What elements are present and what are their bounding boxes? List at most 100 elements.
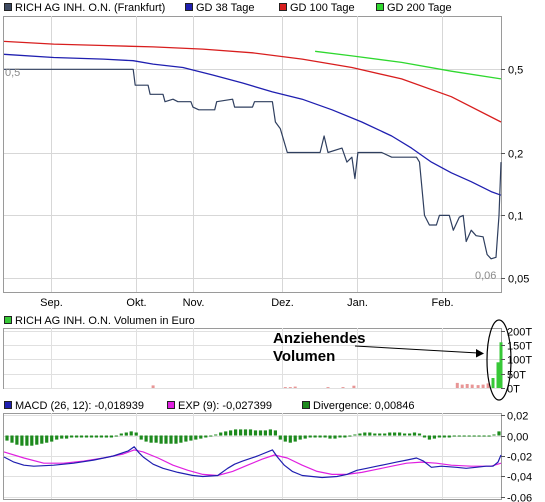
divergence-bar — [318, 435, 322, 438]
x-axis-month-label: Sep. — [40, 297, 63, 309]
divergence-bar — [189, 435, 193, 441]
macd-lines — [3, 446, 502, 479]
volume-bar — [293, 386, 297, 388]
divergence-bar — [328, 435, 332, 439]
gd200-legend-swatch — [376, 3, 384, 11]
divergence-bar — [15, 435, 19, 445]
x-axis-month-label: Jan. — [347, 297, 368, 309]
divergence-bar — [5, 435, 9, 441]
divergence-bar — [204, 435, 208, 438]
gd38-legend-swatch — [185, 3, 193, 11]
annotation-arrow — [354, 345, 479, 354]
price-legend-swatch — [4, 3, 12, 11]
macd-legend-swatch — [4, 401, 12, 409]
volume-panel-frame — [3, 328, 502, 389]
volume-bar — [481, 384, 485, 388]
divergence-bar — [99, 435, 103, 438]
macd-y-tick-label: -0,06 — [507, 493, 532, 502]
divergence-bar — [134, 432, 138, 436]
divergence-bar — [497, 431, 501, 436]
divergence-bar — [293, 435, 297, 442]
gd38-legend-label: GD 38 Tage — [196, 2, 255, 14]
divergence-bar — [487, 435, 491, 437]
divergence-bar — [278, 435, 282, 440]
divergence-bar — [383, 433, 387, 436]
volume-bar — [455, 382, 459, 388]
divergence-bar — [412, 432, 417, 436]
price-line — [4, 68, 502, 260]
divergence-bar — [154, 435, 158, 443]
divergence-bar — [194, 435, 198, 440]
price-y-tick-label: 0,05 — [508, 274, 529, 286]
divergence-bar — [273, 430, 277, 436]
macd-y-axis: 0,02 0,00 -0,02 -0,04 -0,06 — [501, 411, 532, 502]
price-end-label: 0,06 — [475, 270, 496, 282]
divergence-bar — [70, 435, 74, 438]
divergence-bar — [89, 435, 94, 438]
price-y-tick-label: 0,1 — [508, 211, 523, 223]
divergence-bar — [75, 435, 79, 438]
volume-legend-label: RICH AG INH. O.N. Volumen in Euro — [15, 315, 195, 327]
volume-y-tick-label: 150T — [507, 341, 532, 353]
divergence-bar — [452, 435, 456, 437]
gd200-line — [315, 50, 502, 80]
divergence-bar — [388, 432, 392, 436]
volume-bars — [151, 342, 503, 388]
divergence-bar — [378, 433, 382, 436]
divergence-bar — [462, 435, 466, 437]
divergence-bar — [348, 435, 352, 437]
divergence-bar — [358, 433, 362, 436]
divergence-bar — [373, 433, 377, 436]
x-axis-month-label: Dez. — [271, 297, 294, 309]
divergence-bar — [169, 435, 173, 444]
divergence-bar — [393, 432, 397, 436]
divergence-bar — [159, 435, 163, 444]
divergence-bar — [263, 430, 267, 436]
divergence-bar — [303, 435, 307, 439]
divergence-bar — [313, 435, 317, 438]
divergence-bar — [298, 435, 302, 440]
divergence-bar — [477, 435, 481, 437]
divergence-bar — [55, 435, 59, 440]
divergence-bar — [35, 435, 39, 445]
price-panel-frame — [3, 16, 502, 293]
annotation-line1: Anziehendes — [273, 330, 366, 347]
divergence-bar — [258, 430, 263, 436]
divergence-bar — [114, 435, 118, 437]
divergence-bar — [179, 435, 183, 443]
gd38-line — [3, 53, 502, 196]
divergence-bar — [422, 435, 427, 438]
divergence-legend-swatch — [302, 401, 310, 409]
divergence-bar — [283, 435, 287, 442]
price-y-tick-label: 0,5 — [508, 65, 523, 77]
divergence-bar — [30, 435, 34, 446]
divergence-bar — [253, 430, 258, 436]
divergence-bar — [492, 434, 496, 436]
divergence-bar — [104, 435, 108, 438]
divergence-bar — [437, 435, 441, 438]
divergence-bar — [50, 435, 54, 442]
x-axis-month-label: Nov. — [183, 297, 205, 309]
divergence-bar — [398, 432, 402, 436]
volume-bar — [470, 384, 474, 388]
macd-y-tick-label: 0,00 — [507, 432, 528, 444]
volume-bar — [476, 385, 480, 388]
macd-divergence-histogram — [5, 429, 501, 446]
divergence-bar — [333, 435, 337, 439]
divergence-bar — [94, 435, 98, 438]
volume-y-tick-label: 50T — [507, 370, 526, 382]
gd100-legend-swatch — [279, 3, 287, 11]
volume-bar — [283, 387, 287, 388]
divergence-bar — [144, 435, 148, 442]
divergence-bar — [472, 435, 476, 437]
divergence-bar — [79, 435, 84, 438]
divergence-bar — [343, 435, 347, 438]
volume-bar — [460, 384, 464, 388]
divergence-bar — [199, 435, 203, 439]
macd-y-tick-label: -0,02 — [507, 452, 532, 464]
volume-grid — [4, 328, 501, 389]
x-axis-month-label: Okt. — [126, 297, 146, 309]
divergence-bar — [25, 435, 29, 446]
annotation-arrowhead — [476, 349, 484, 358]
